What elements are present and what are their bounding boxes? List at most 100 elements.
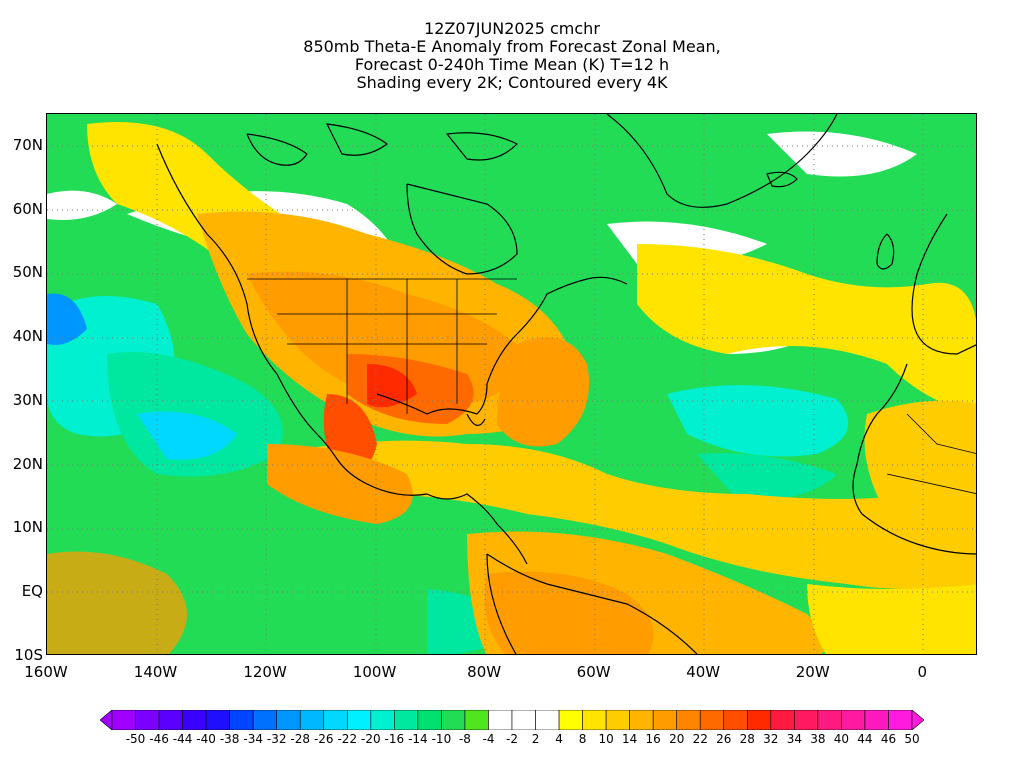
colorbar-swatch	[394, 710, 419, 730]
colorbar-swatch	[535, 710, 560, 730]
colorbar-tick-label: -20	[361, 732, 381, 746]
title-line-1: 12Z07JUN2025 cmchr	[424, 19, 600, 38]
colorbar-swatch	[817, 710, 842, 730]
colorbar-swatch	[770, 710, 795, 730]
colorbar-tick-label: -14	[408, 732, 428, 746]
colorbar-swatch	[746, 710, 772, 730]
colorbar-tick-label: 44	[857, 732, 873, 746]
colorbar-swatch	[841, 710, 866, 730]
colorbar-tick-label: 40	[833, 732, 850, 746]
shading-region	[107, 352, 283, 477]
colorbar-swatch	[864, 710, 889, 730]
colorbar-tick-label: -46	[149, 732, 169, 746]
lon-tick-label: 60W	[576, 663, 611, 681]
title-line-4: Shading every 2K; Contoured every 4K	[356, 73, 668, 92]
political-borders	[247, 278, 976, 494]
colorbar-swatch	[558, 710, 583, 730]
colorbar-swatch	[441, 710, 466, 730]
colorbar-swatch	[252, 710, 278, 730]
colorbar-tick-label: -32	[266, 732, 287, 746]
lon-tick-label: 0	[917, 663, 928, 681]
colorbar-tick-label: 22	[692, 732, 708, 746]
colorbar-tick-label: -34	[243, 732, 263, 746]
map-panel	[46, 113, 977, 655]
shading-region	[47, 190, 117, 220]
lat-tick-label: 70N	[12, 135, 43, 154]
colorbar-tick-label: -40	[196, 732, 216, 746]
colorbar-swatch	[629, 710, 654, 730]
colorbar-swatch	[346, 710, 372, 730]
colorbar-tick-label: 10	[598, 732, 614, 746]
colorbar-swatch	[158, 710, 183, 730]
lat-tick-label: 30N	[12, 390, 43, 409]
colorbar-swatch	[111, 710, 136, 730]
colorbar-tick-label: -50	[125, 732, 146, 746]
shading-region	[367, 364, 417, 408]
colorbar-swatch	[323, 710, 348, 730]
colorbar-tick-label: -2	[506, 732, 518, 746]
colorbar-tick-label: -22	[337, 732, 358, 746]
colorbar-labels: -50 -46 -44 -40 -38 -34 -32 -28 -26 -22 -20 -16 -14-…	[0, 732, 1024, 750]
lat-tick-label: 60N	[12, 199, 43, 218]
colorbar-swatch	[205, 710, 230, 730]
colorbar-tick-label: -44	[172, 732, 193, 746]
colorbar-tick-label: 26	[716, 732, 732, 746]
colorbar-tick-label: -10	[431, 732, 452, 746]
title-line-2: 850mb Theta-E Anomaly from Forecast Zona…	[303, 37, 721, 56]
colorbar-swatch	[182, 710, 207, 730]
colorbar-swatch	[488, 710, 513, 730]
colorbar-tick-label: 28	[739, 732, 755, 746]
colorbar-tick-label: 16	[645, 732, 661, 746]
colorbar-swatch	[276, 710, 301, 730]
colorbar-tick-label: -4	[482, 732, 495, 746]
colorbar-tick-label: 34	[786, 732, 802, 746]
lat-tick-label: 50N	[12, 263, 43, 282]
lon-tick-label: 100W	[352, 663, 397, 681]
shading-region	[667, 385, 849, 457]
colorbar-swatch	[794, 710, 819, 730]
colorbar-swatch	[582, 710, 607, 730]
colorbar-tick-label: 32	[763, 732, 779, 746]
coastlines	[156, 114, 976, 654]
lat-tick-label: EQ	[21, 582, 43, 601]
lon-tick-label: 80W	[467, 663, 502, 681]
colorbar-swatch	[229, 710, 254, 730]
shading-region	[47, 293, 87, 345]
colorbar-swatch	[511, 710, 536, 730]
colorbar-tick-label: 8	[578, 732, 587, 746]
colorbar-swatch	[888, 710, 913, 730]
lon-tick-label: 20W	[795, 663, 830, 681]
colorbar-tick-label: 38	[810, 732, 826, 746]
colorbar-swatch	[652, 710, 678, 730]
shading-region	[277, 440, 976, 589]
lat-tick-label: 10N	[12, 518, 43, 537]
lon-tick-label: 120W	[243, 663, 287, 681]
colorbar-swatch	[464, 710, 489, 730]
colorbar-swatch	[417, 710, 442, 730]
colorbar-swatch	[299, 710, 325, 730]
shading-region	[497, 337, 589, 447]
shading-region	[637, 244, 976, 414]
colorbar-swatch	[370, 710, 395, 730]
colorbar-tick-label: 50	[904, 732, 920, 746]
gridlines	[47, 114, 976, 654]
lat-tick-label: 40N	[12, 327, 43, 346]
lon-tick-label: 140W	[133, 663, 178, 681]
colorbar-swatch	[699, 710, 725, 730]
colorbar-swatch	[676, 710, 701, 730]
colorbar-tick-label: 2	[531, 732, 540, 746]
colorbar-tick-label: -38	[219, 732, 240, 746]
lon-tick-label: 160W	[24, 663, 68, 681]
colorbar-tick-label: 4	[555, 732, 563, 746]
colorbar-tick-label: -26	[313, 732, 334, 746]
shading-region	[484, 571, 654, 654]
colorbar-swatch	[605, 710, 630, 730]
lon-tick-label: 40W	[686, 663, 721, 681]
colorbar-swatch	[135, 710, 160, 730]
colorbar-swatch	[723, 710, 748, 730]
anomaly-map	[47, 114, 976, 654]
lat-tick-label: 20N	[12, 454, 43, 473]
shading-region	[807, 584, 976, 654]
colorbar-tick-label: -16	[384, 732, 405, 746]
lat-tick-label: 10S	[14, 646, 43, 664]
